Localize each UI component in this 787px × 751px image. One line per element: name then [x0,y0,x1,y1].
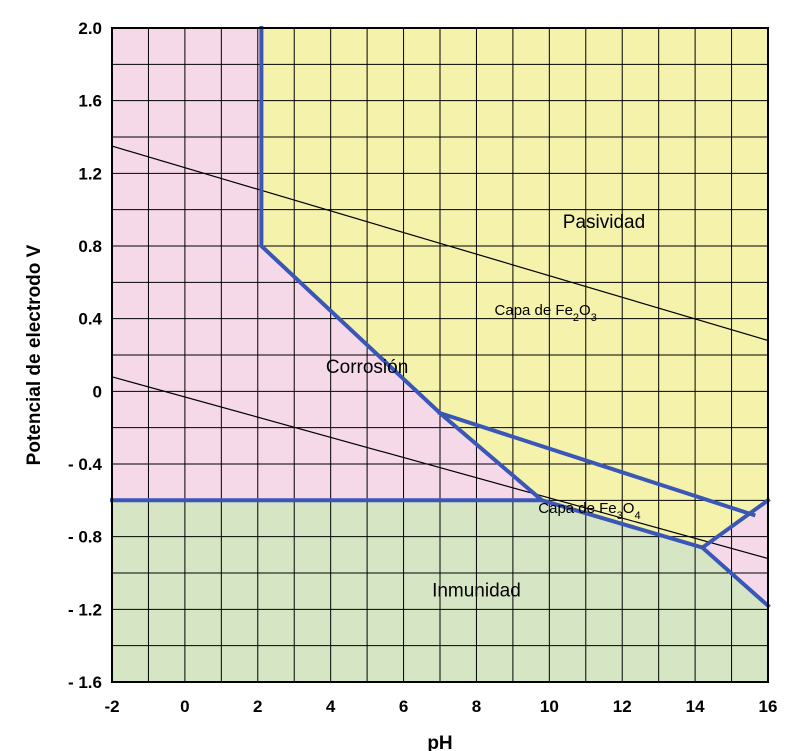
water-lines [111,145,769,560]
region-corrosi-n [112,28,542,501]
x-tick-label: 0 [180,697,189,716]
y-tick-label: 0.8 [78,237,102,256]
region-labels: Corrosión Pasividad Inmunidad [326,212,645,602]
x-tick-label: 10 [540,697,559,716]
region-label-corrosi-n: Corrosión [326,357,408,378]
y-tick-labels: 2.0 1.6 1.2 0.8 0.4 0 - 0.4 - 0.8 - 1.2 - 1.6 [68,19,103,692]
plot-frame [111,27,769,683]
y-tick-label: 1.2 [78,164,102,183]
x-tick-label: 4 [326,697,336,716]
x-tick-label: 16 [759,697,778,716]
x-tick-label: 2 [253,697,262,716]
layer-label-1: Capa de Fe2O3 [495,302,597,324]
y-tick-label: - 1.6 [68,673,102,692]
y-tick-label: 2.0 [78,19,102,38]
phase-boundaries [110,26,771,609]
y-axis-title: Potencial de electrodo V [24,244,45,465]
x-axis-title: pH [427,733,452,751]
water-line-2 [111,376,769,560]
x-tick-labels: -2 0 2 4 6 8 10 12 14 16 [104,697,777,716]
y-tick-label: - 0.8 [68,528,102,547]
region-capa-de-fe3o4 [440,413,754,548]
x-tick-label: 6 [399,697,408,716]
region-label-inmunidad: Inmunidad [432,581,521,602]
water-line-1 [111,145,769,342]
layer-label-2: Capa de Fe3O4 [538,500,640,522]
x-tick-label: 14 [686,697,705,716]
x-tick-label: 12 [613,697,632,716]
y-tick-label: - 0.4 [68,455,103,474]
boundary-line-4 [699,544,771,609]
region-label-pasividad: Pasividad [563,212,645,233]
y-tick-label: - 1.2 [68,600,102,619]
region-corrosion-alcalina [702,500,768,606]
x-tick-label: 8 [472,697,481,716]
y-tick-label: 0.4 [78,310,102,329]
layer-labels: Capa de Fe2O3 Capa de Fe3O4 [495,302,641,522]
region-pasividad [261,28,768,515]
x-tick-label: -2 [104,697,119,716]
boundary-line-2 [437,410,756,518]
y-tick-label: 0 [93,382,102,401]
y-tick-label: 1.6 [78,92,102,111]
